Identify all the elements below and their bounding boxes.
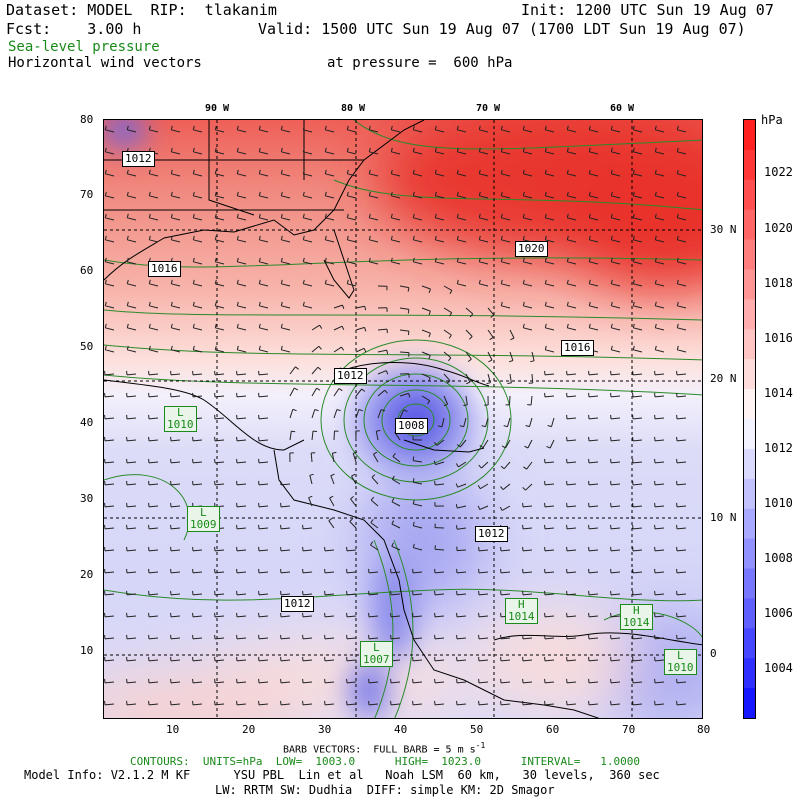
colorbar-swatch: [744, 508, 755, 540]
lon-label-60w: 60 W: [610, 103, 635, 114]
forecast-hour: Fcst: 3.00 h: [6, 20, 142, 38]
colorbar-label-1018: 1018: [764, 276, 793, 290]
y-tick-70: 70: [80, 188, 94, 201]
colorbar-swatch: [744, 448, 755, 480]
contour-label-1012-se: 1012: [475, 526, 508, 542]
field-wind-vectors: Horizontal wind vectors: [8, 55, 202, 71]
colorbar-swatch: [744, 538, 755, 569]
y-tick-30: 30: [80, 492, 94, 505]
colorbar-swatch: [744, 359, 755, 390]
x-tick-20: 20: [242, 723, 256, 736]
contour-label-1008-center: 1008: [395, 418, 428, 434]
colorbar-swatches: [744, 120, 755, 719]
lon-label-90w: 90 W: [205, 103, 230, 114]
x-tick-30: 30: [318, 723, 332, 736]
barb-legend: BARB VECTORS: FULL BARB = 5 m s-1: [283, 741, 486, 756]
colorbar-swatch: [744, 389, 755, 420]
colorbar-swatch: [744, 120, 755, 151]
init-time: Init: 1200 UTC Sun 19 Aug 07: [521, 1, 774, 19]
lat-label-30n: 30 N: [710, 223, 737, 236]
colorbar-label-1004: 1004: [764, 661, 793, 675]
model-info: Model Info: V2.1.2 M KF YSU PBL Lin et a…: [24, 768, 660, 782]
isobar-contours: [104, 120, 702, 718]
colorbar-label-1008: 1008: [764, 551, 793, 565]
map-canvas: [104, 120, 702, 718]
pressure-map: 1012 1016 1020 1016 1012 1012 1012 1008 …: [103, 119, 703, 719]
colorbar: [743, 119, 756, 719]
colorbar-swatch: [744, 568, 755, 599]
colorbar-label-1012: 1012: [764, 441, 793, 455]
pressure-level: at pressure = 600 hPa: [327, 55, 513, 71]
x-tick-80: 80: [697, 723, 711, 736]
colorbar-swatch: [744, 658, 755, 689]
contour-label-1020: 1020: [515, 241, 548, 257]
low-marker: L 1010: [164, 406, 197, 432]
dataset-label: Dataset: MODEL RIP: tlakanim: [6, 1, 277, 19]
colorbar-label-1006: 1006: [764, 606, 793, 620]
x-tick-60: 60: [546, 723, 560, 736]
coastlines: [104, 120, 702, 718]
lat-label-0: 0: [710, 647, 717, 660]
colorbar-swatch: [744, 598, 755, 629]
colorbar-swatch: [744, 419, 755, 450]
colorbar-swatch: [744, 209, 755, 241]
colorbar-swatch: [744, 239, 755, 270]
colorbar-swatch: [744, 179, 755, 211]
colorbar-swatch: [744, 149, 755, 181]
field-sea-level-pressure: Sea-level pressure: [8, 39, 160, 55]
high-marker: H 1014: [505, 598, 538, 624]
y-tick-80: 80: [80, 113, 94, 126]
wind-barbs: [104, 125, 687, 706]
y-tick-50: 50: [80, 340, 94, 353]
contours-info: CONTOURS: UNITS=hPa LOW= 1003.0 HIGH= 10…: [130, 755, 640, 768]
x-tick-70: 70: [622, 723, 636, 736]
valid-time: Valid: 1500 UTC Sun 19 Aug 07 (1700 LDT …: [258, 20, 746, 38]
contour-label-1016-e: 1016: [561, 340, 594, 356]
y-tick-10: 10: [80, 644, 94, 657]
contour-label-1012-nw: 1012: [122, 151, 155, 167]
contour-label-1012-c: 1012: [334, 368, 367, 384]
colorbar-unit: hPa: [761, 113, 783, 127]
y-tick-40: 40: [80, 416, 94, 429]
x-tick-10: 10: [166, 723, 180, 736]
colorbar-label-1016: 1016: [764, 331, 793, 345]
high-marker: H 1014: [620, 604, 653, 630]
colorbar-label-1020: 1020: [764, 221, 793, 235]
contour-label-1016-w: 1016: [148, 261, 181, 277]
colorbar-swatch: [744, 299, 755, 330]
lon-label-70w: 70 W: [476, 103, 501, 114]
colorbar-label-1010: 1010: [764, 496, 793, 510]
model-physics: LW: RRTM SW: Dudhia DIFF: simple KM: 2D …: [215, 783, 555, 797]
low-marker: L 1009: [187, 506, 220, 532]
contour-label-1012-s: 1012: [281, 596, 314, 612]
colorbar-swatch: [744, 269, 755, 300]
colorbar-swatch: [744, 688, 755, 719]
colorbar-swatch: [744, 478, 755, 510]
x-tick-40: 40: [394, 723, 408, 736]
lat-label-20n: 20 N: [710, 372, 737, 385]
x-tick-50: 50: [470, 723, 484, 736]
low-marker: L 1010: [664, 649, 697, 675]
y-tick-20: 20: [80, 568, 94, 581]
y-tick-60: 60: [80, 264, 94, 277]
lon-label-80w: 80 W: [341, 103, 366, 114]
colorbar-label-1022: 1022: [764, 165, 793, 179]
colorbar-swatch: [744, 628, 755, 659]
colorbar-swatch: [744, 329, 755, 360]
lat-label-10n: 10 N: [710, 511, 737, 524]
colorbar-label-1014: 1014: [764, 386, 793, 400]
low-marker: L 1007: [360, 641, 393, 667]
